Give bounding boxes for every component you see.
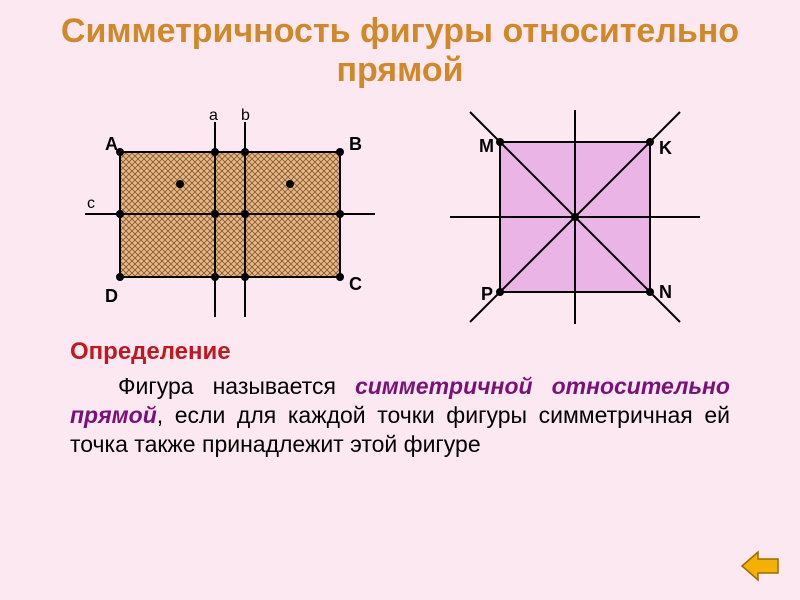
rectangle-svg: A B C D a b c bbox=[75, 102, 385, 332]
label-N: N bbox=[659, 282, 672, 302]
label-a: a bbox=[209, 107, 218, 124]
label-A: A bbox=[105, 134, 118, 154]
label-B: B bbox=[349, 134, 362, 154]
label-C: C bbox=[349, 274, 362, 294]
definition-block: Определение Фигура называется симметричн… bbox=[0, 332, 800, 458]
diagram-rectangle: A B C D a b c bbox=[75, 102, 385, 332]
def-lead: Фигура называется bbox=[118, 373, 355, 399]
label-M: M bbox=[479, 136, 494, 156]
square-svg: M K N P bbox=[425, 102, 725, 332]
page-title: Симметричность фигуры относительно прямо… bbox=[0, 0, 800, 98]
definition-heading: Определение bbox=[70, 338, 730, 366]
diagrams-row: A B C D a b c bbox=[0, 102, 800, 332]
label-b: b bbox=[241, 107, 250, 124]
back-button[interactable] bbox=[738, 548, 782, 584]
label-D: D bbox=[105, 286, 118, 306]
label-P: P bbox=[481, 284, 493, 304]
back-arrow-icon bbox=[738, 548, 782, 584]
label-c: c bbox=[87, 195, 95, 212]
definition-body: Фигура называется симметричной относител… bbox=[70, 372, 730, 458]
label-K: K bbox=[659, 138, 672, 158]
def-tail: , если для каждой точки фигуры симметрич… bbox=[70, 402, 730, 457]
diagram-square: M K N P bbox=[425, 102, 725, 332]
